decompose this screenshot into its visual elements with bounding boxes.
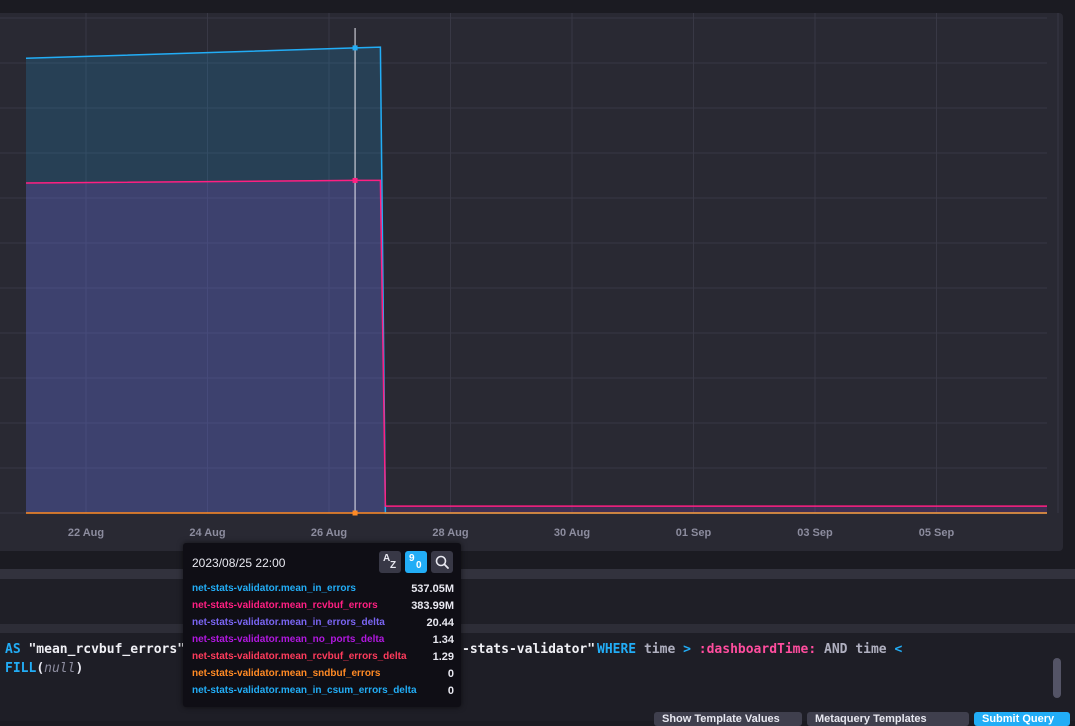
tooltip-series-value: 20.44 bbox=[426, 617, 454, 629]
dashboard-time-template: :dashboardTime: bbox=[698, 642, 817, 657]
show-template-values-button[interactable]: Show Template Values bbox=[654, 712, 802, 726]
x-tick-label: 05 Sep bbox=[919, 527, 955, 539]
tooltip-row: net-stats-validator.mean_no_ports_delta 1… bbox=[192, 634, 454, 651]
query-line-1-where[interactable]: WHERE time > :dashboardTime: AND time < bbox=[597, 642, 902, 657]
metaquery-templates-button[interactable]: Metaquery Templates bbox=[807, 712, 969, 726]
graph-panel[interactable]: 22 Aug 24 Aug 26 Aug 28 Aug 30 Aug 01 Sep 03 S… bbox=[0, 13, 1063, 551]
time-identifier: time bbox=[643, 642, 676, 657]
hover-point bbox=[352, 45, 358, 51]
tooltip-series-value: 1.34 bbox=[432, 634, 454, 646]
series-area bbox=[26, 180, 1047, 513]
query-line-1[interactable]: AS "mean_rcvbuf_errors" -stats-validator" bbox=[5, 642, 595, 657]
sort-numeric-button[interactable]: 9 0 bbox=[405, 551, 427, 573]
x-tick-label: 26 Aug bbox=[311, 527, 347, 539]
x-tick-label: 03 Sep bbox=[797, 527, 833, 539]
sort-alpha-top: A bbox=[383, 553, 391, 564]
alias-string: "mean_rcvbuf_errors" bbox=[20, 642, 186, 657]
x-axis-ticks: 22 Aug 24 Aug 26 Aug 28 Aug 30 Aug 01 Sep 03 S… bbox=[68, 527, 955, 539]
tooltip-row: net-stats-validator.mean_sndbuf_errors 0 bbox=[192, 668, 454, 685]
tooltip-row: net-stats-validator.mean_rcvbuf_errors 38… bbox=[192, 600, 454, 617]
hover-point bbox=[352, 510, 358, 516]
tooltip-series-value: 0 bbox=[447, 668, 454, 680]
measurement-string: -stats-validator" bbox=[462, 642, 596, 657]
gt-operator: > bbox=[683, 642, 691, 657]
sort-num-bottom: 0 bbox=[416, 560, 422, 571]
hover-tooltip: 2023/08/25 22:00 A Z 9 0 net-stats-valid… bbox=[183, 543, 461, 707]
tooltip-row: net-stats-validator.mean_rcvbuf_errors_d… bbox=[192, 651, 454, 668]
panel-divider[interactable] bbox=[0, 569, 1075, 579]
tooltip-series-name: net-stats-validator.mean_in_csum_errors_… bbox=[192, 685, 417, 696]
x-tick-label: 01 Sep bbox=[676, 527, 712, 539]
fill-keyword: FILL bbox=[5, 661, 37, 676]
where-keyword: WHERE bbox=[597, 642, 637, 657]
tooltip-series-value: 0 bbox=[447, 685, 454, 697]
x-tick-label: 30 Aug bbox=[554, 527, 590, 539]
close-paren: ) bbox=[75, 661, 84, 676]
tooltip-series-value: 537.05M bbox=[411, 583, 454, 595]
tooltip-row: net-stats-validator.mean_in_errors 537.05… bbox=[192, 583, 454, 600]
tooltip-series-name: net-stats-validator.mean_rcvbuf_errors_d… bbox=[192, 651, 407, 662]
editor-divider bbox=[0, 624, 1075, 633]
and-keyword: AND bbox=[824, 642, 848, 657]
tooltip-series-value: 1.29 bbox=[432, 651, 454, 663]
series-line bbox=[25, 179, 1047, 507]
sort-alphabetical-button[interactable]: A Z bbox=[379, 551, 401, 573]
search-icon bbox=[435, 555, 449, 569]
x-tick-label: 22 Aug bbox=[68, 527, 104, 539]
query-editor[interactable]: AS "mean_rcvbuf_errors" -stats-validator"… bbox=[0, 633, 1075, 721]
lt-operator: < bbox=[894, 642, 903, 657]
area-chart[interactable]: 22 Aug 24 Aug 26 Aug 28 Aug 30 Aug 01 Sep 03 S… bbox=[0, 13, 1063, 551]
tooltip-search-button[interactable] bbox=[431, 551, 453, 573]
series-area bbox=[26, 47, 1047, 513]
x-tick-label: 28 Aug bbox=[432, 527, 468, 539]
open-paren: ( bbox=[36, 661, 45, 676]
tooltip-timestamp: 2023/08/25 22:00 bbox=[192, 556, 286, 570]
chart-areas bbox=[26, 47, 1047, 513]
sort-alpha-bottom: Z bbox=[390, 560, 397, 571]
sort-num-top: 9 bbox=[409, 553, 415, 564]
tooltip-series-name: net-stats-validator.mean_in_errors_delta bbox=[192, 617, 385, 628]
tooltip-series-name: net-stats-validator.mean_in_errors bbox=[192, 583, 356, 594]
editor-scrollbar[interactable] bbox=[1053, 658, 1061, 698]
chart-lines bbox=[25, 46, 1047, 514]
submit-query-button[interactable]: Submit Query bbox=[974, 712, 1070, 726]
tooltip-series-name: net-stats-validator.mean_sndbuf_errors bbox=[192, 668, 381, 679]
as-keyword: AS bbox=[5, 642, 21, 657]
query-tabs-area bbox=[0, 579, 1075, 624]
hover-marker bbox=[352, 28, 358, 516]
x-tick-label: 24 Aug bbox=[189, 527, 225, 539]
query-line-2[interactable]: FILL(null) bbox=[5, 661, 83, 676]
null-value: null bbox=[44, 661, 76, 676]
hover-point bbox=[352, 177, 358, 183]
top-bar bbox=[0, 0, 1075, 13]
tooltip-row: net-stats-validator.mean_in_errors_delta… bbox=[192, 617, 454, 634]
time-identifier-2: time bbox=[855, 642, 887, 657]
tooltip-series-name: net-stats-validator.mean_rcvbuf_errors bbox=[192, 600, 378, 611]
tooltip-row: net-stats-validator.mean_in_csum_errors_… bbox=[192, 685, 454, 702]
tooltip-series-value: 383.99M bbox=[411, 600, 454, 612]
tooltip-series-name: net-stats-validator.mean_no_ports_delta bbox=[192, 634, 385, 645]
chart-grid bbox=[0, 13, 1059, 514]
